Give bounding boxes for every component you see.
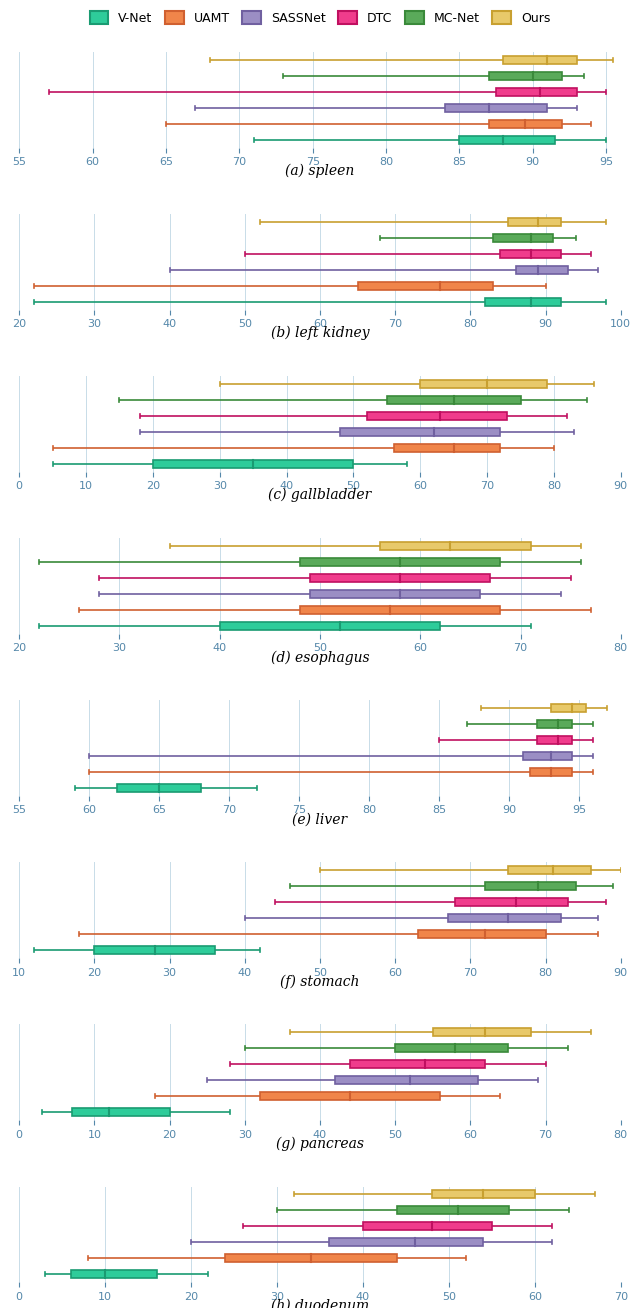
Title: (c) gallbladder: (c) gallbladder: [268, 488, 372, 502]
Title: (d) esophagus: (d) esophagus: [271, 650, 369, 664]
FancyBboxPatch shape: [117, 783, 201, 791]
FancyBboxPatch shape: [493, 234, 553, 242]
FancyBboxPatch shape: [153, 460, 353, 468]
FancyBboxPatch shape: [72, 1108, 170, 1116]
FancyBboxPatch shape: [508, 218, 561, 226]
Title: (g) pancreas: (g) pancreas: [276, 1137, 364, 1151]
FancyBboxPatch shape: [537, 721, 572, 729]
FancyBboxPatch shape: [358, 281, 493, 290]
Title: (e) liver: (e) liver: [292, 812, 348, 827]
FancyBboxPatch shape: [396, 1044, 508, 1053]
FancyBboxPatch shape: [504, 56, 577, 64]
FancyBboxPatch shape: [328, 1239, 483, 1247]
FancyBboxPatch shape: [508, 866, 591, 874]
FancyBboxPatch shape: [335, 1076, 478, 1084]
FancyBboxPatch shape: [460, 136, 555, 144]
Legend: V-Net, UAMT, SASSNet, DTC, MC-Net, Ours: V-Net, UAMT, SASSNet, DTC, MC-Net, Ours: [84, 7, 556, 30]
FancyBboxPatch shape: [71, 1270, 157, 1278]
FancyBboxPatch shape: [310, 590, 481, 598]
FancyBboxPatch shape: [485, 883, 576, 891]
FancyBboxPatch shape: [367, 412, 507, 420]
FancyBboxPatch shape: [397, 1206, 509, 1214]
Title: (h) duodenum: (h) duodenum: [271, 1299, 369, 1308]
FancyBboxPatch shape: [340, 428, 500, 436]
FancyBboxPatch shape: [418, 930, 545, 938]
Title: (a) spleen: (a) spleen: [285, 164, 355, 178]
FancyBboxPatch shape: [260, 1092, 440, 1100]
FancyBboxPatch shape: [500, 250, 561, 258]
FancyBboxPatch shape: [363, 1222, 492, 1231]
Title: (f) stomach: (f) stomach: [280, 974, 360, 989]
FancyBboxPatch shape: [537, 736, 572, 744]
FancyBboxPatch shape: [300, 559, 500, 566]
FancyBboxPatch shape: [448, 914, 561, 922]
FancyBboxPatch shape: [496, 88, 577, 95]
FancyBboxPatch shape: [225, 1254, 397, 1262]
FancyBboxPatch shape: [530, 768, 572, 776]
FancyBboxPatch shape: [300, 606, 500, 613]
FancyBboxPatch shape: [350, 1061, 485, 1069]
FancyBboxPatch shape: [387, 396, 520, 404]
FancyBboxPatch shape: [420, 381, 547, 388]
FancyBboxPatch shape: [394, 443, 500, 451]
FancyBboxPatch shape: [456, 899, 568, 906]
FancyBboxPatch shape: [489, 120, 562, 128]
FancyBboxPatch shape: [445, 103, 547, 112]
FancyBboxPatch shape: [516, 266, 568, 273]
FancyBboxPatch shape: [95, 946, 214, 954]
FancyBboxPatch shape: [551, 705, 586, 713]
FancyBboxPatch shape: [310, 574, 490, 582]
FancyBboxPatch shape: [486, 298, 561, 306]
FancyBboxPatch shape: [523, 752, 572, 760]
FancyBboxPatch shape: [433, 1028, 531, 1036]
FancyBboxPatch shape: [489, 72, 562, 80]
FancyBboxPatch shape: [380, 543, 531, 551]
Title: (b) left kidney: (b) left kidney: [271, 326, 369, 340]
FancyBboxPatch shape: [432, 1190, 535, 1198]
FancyBboxPatch shape: [220, 621, 440, 629]
